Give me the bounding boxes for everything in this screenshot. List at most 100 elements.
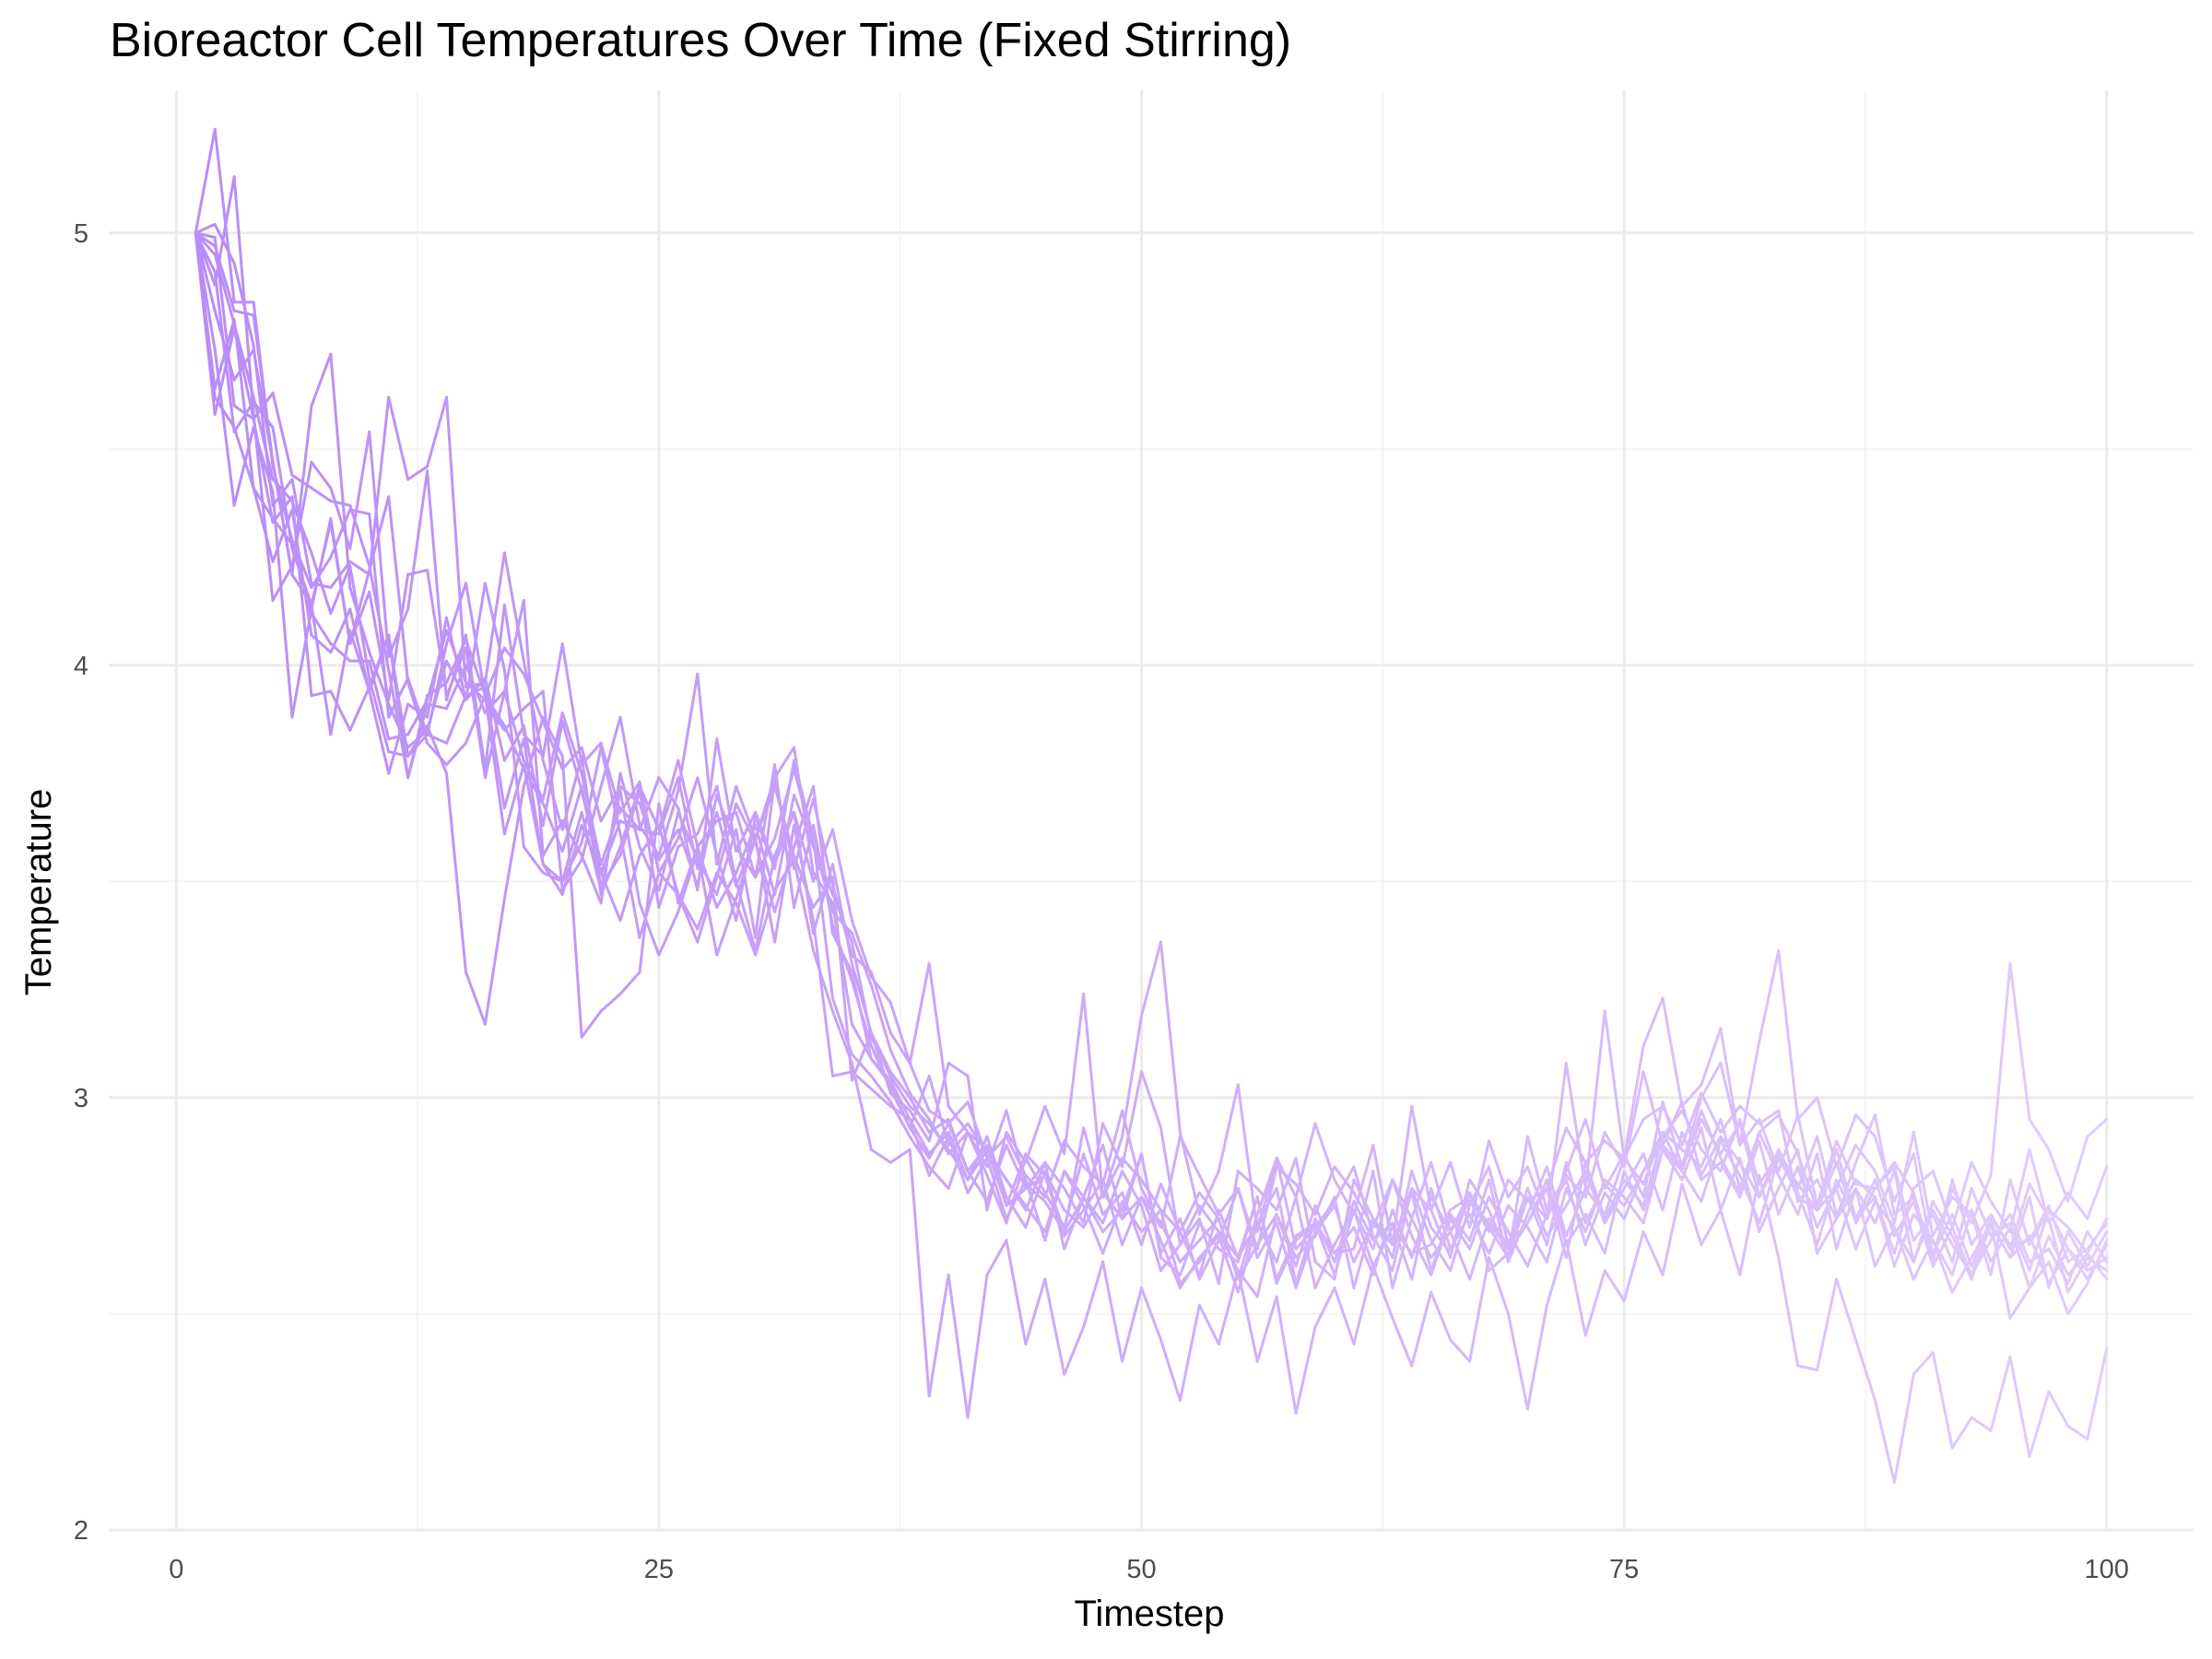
series-segment xyxy=(830,828,853,923)
series-segment xyxy=(445,395,467,688)
series-segment xyxy=(1101,1200,1124,1255)
series-segment xyxy=(502,551,525,663)
series-segment xyxy=(522,845,545,875)
series-segment xyxy=(406,677,429,736)
series-segment xyxy=(618,771,641,849)
series-segment xyxy=(888,1001,912,1065)
series-segment xyxy=(1410,1195,1433,1259)
series-segment xyxy=(966,1157,989,1194)
series-segment xyxy=(657,759,680,831)
series-segment xyxy=(1835,1178,1857,1220)
series-segment xyxy=(329,607,352,654)
series-segment xyxy=(406,702,429,780)
series-segment xyxy=(908,1117,931,1156)
series-segment xyxy=(1101,1191,1124,1217)
series-segment xyxy=(232,426,255,490)
series-segment xyxy=(1912,1152,1935,1259)
series-segment xyxy=(1140,1178,1162,1212)
series-segment xyxy=(2047,1208,2070,1230)
series-segment xyxy=(387,572,410,701)
series-segment xyxy=(1950,1208,1973,1277)
series-segment xyxy=(1661,1100,1684,1169)
series-segment xyxy=(1063,992,1086,1156)
series-segment xyxy=(1796,1191,1819,1246)
series-segment xyxy=(1622,1230,1645,1302)
series-segment xyxy=(1236,1186,1259,1259)
series-segment xyxy=(1236,1213,1259,1281)
series-segment xyxy=(1758,1186,1781,1233)
series-segment xyxy=(2008,1226,2031,1289)
series-segment xyxy=(560,810,583,883)
series-segment xyxy=(1700,1208,1723,1246)
series-segment xyxy=(754,784,777,840)
series-segment xyxy=(1217,1186,1240,1217)
series-segment xyxy=(599,992,622,1013)
series-segment xyxy=(1468,1178,1491,1242)
series-segment xyxy=(1217,1247,1240,1264)
series-segment xyxy=(1816,1152,1839,1251)
series-segment xyxy=(850,1053,873,1077)
series-segment xyxy=(1313,1260,1336,1281)
series-segment xyxy=(1583,1186,1606,1217)
series-segment xyxy=(310,556,333,589)
series-segment xyxy=(1931,1170,1954,1230)
series-segment xyxy=(541,715,564,758)
series-segment xyxy=(1738,1104,1761,1125)
series-segment xyxy=(811,871,834,905)
series-segment xyxy=(2066,1230,2089,1268)
series-segment xyxy=(2066,1255,2089,1294)
series-segment xyxy=(966,1074,989,1212)
series-segment xyxy=(1024,1157,1047,1194)
series-segment xyxy=(830,876,853,1082)
series-segment xyxy=(1024,1173,1047,1190)
series-segment xyxy=(1352,1226,1375,1277)
series-segment xyxy=(1082,1178,1105,1212)
series-segment xyxy=(1719,1160,1742,1199)
series-segment xyxy=(1140,940,1162,1018)
series-segment xyxy=(618,784,641,849)
series-segment xyxy=(1777,1173,1800,1217)
series-segment xyxy=(677,776,700,870)
series-segment xyxy=(1892,1170,1915,1264)
series-segment xyxy=(811,863,834,935)
series-segment xyxy=(580,853,603,905)
series-segment xyxy=(1583,1269,1606,1337)
series-segment xyxy=(1989,1221,2012,1320)
series-segment xyxy=(541,802,564,853)
series-segment xyxy=(1835,1277,1857,1342)
series-segment xyxy=(2047,1390,2070,1428)
series-segment xyxy=(985,1157,1008,1220)
series-segment xyxy=(1333,1226,1356,1255)
series-segment xyxy=(1217,1208,1240,1259)
series-segment xyxy=(1121,1070,1144,1169)
series-segment xyxy=(850,962,873,1035)
series-segment xyxy=(1043,1104,1066,1156)
series-segment xyxy=(1197,1170,1220,1217)
series-segment xyxy=(541,711,564,801)
y-tick-label: 2 xyxy=(74,1516,88,1546)
series-segment xyxy=(1622,1152,1645,1190)
series-segment xyxy=(406,465,429,481)
series-segment xyxy=(1816,1160,1839,1212)
series-segment xyxy=(2028,1390,2051,1458)
x-tick-label: 100 xyxy=(2085,1555,2129,1584)
series-segment xyxy=(1853,1195,1877,1220)
series-segment xyxy=(754,815,777,870)
series-segment xyxy=(1275,1186,1298,1286)
series-segment xyxy=(580,823,603,875)
series-segment xyxy=(1313,1286,1336,1329)
series-segment xyxy=(329,629,352,736)
series-segment xyxy=(1333,1165,1356,1194)
series-segment xyxy=(1024,1104,1047,1164)
series-segment xyxy=(908,1061,931,1112)
series-segment xyxy=(2086,1252,2109,1281)
series-segment xyxy=(1488,1178,1510,1264)
series-segment xyxy=(464,582,487,701)
series-segment xyxy=(1255,1221,1278,1259)
series-segment xyxy=(1777,1165,1800,1217)
series-line-2 xyxy=(194,127,2109,1294)
series-segment xyxy=(445,616,467,701)
series-segment xyxy=(1391,1316,1414,1368)
series-segment xyxy=(773,794,796,896)
series-segment xyxy=(1255,1157,1278,1233)
